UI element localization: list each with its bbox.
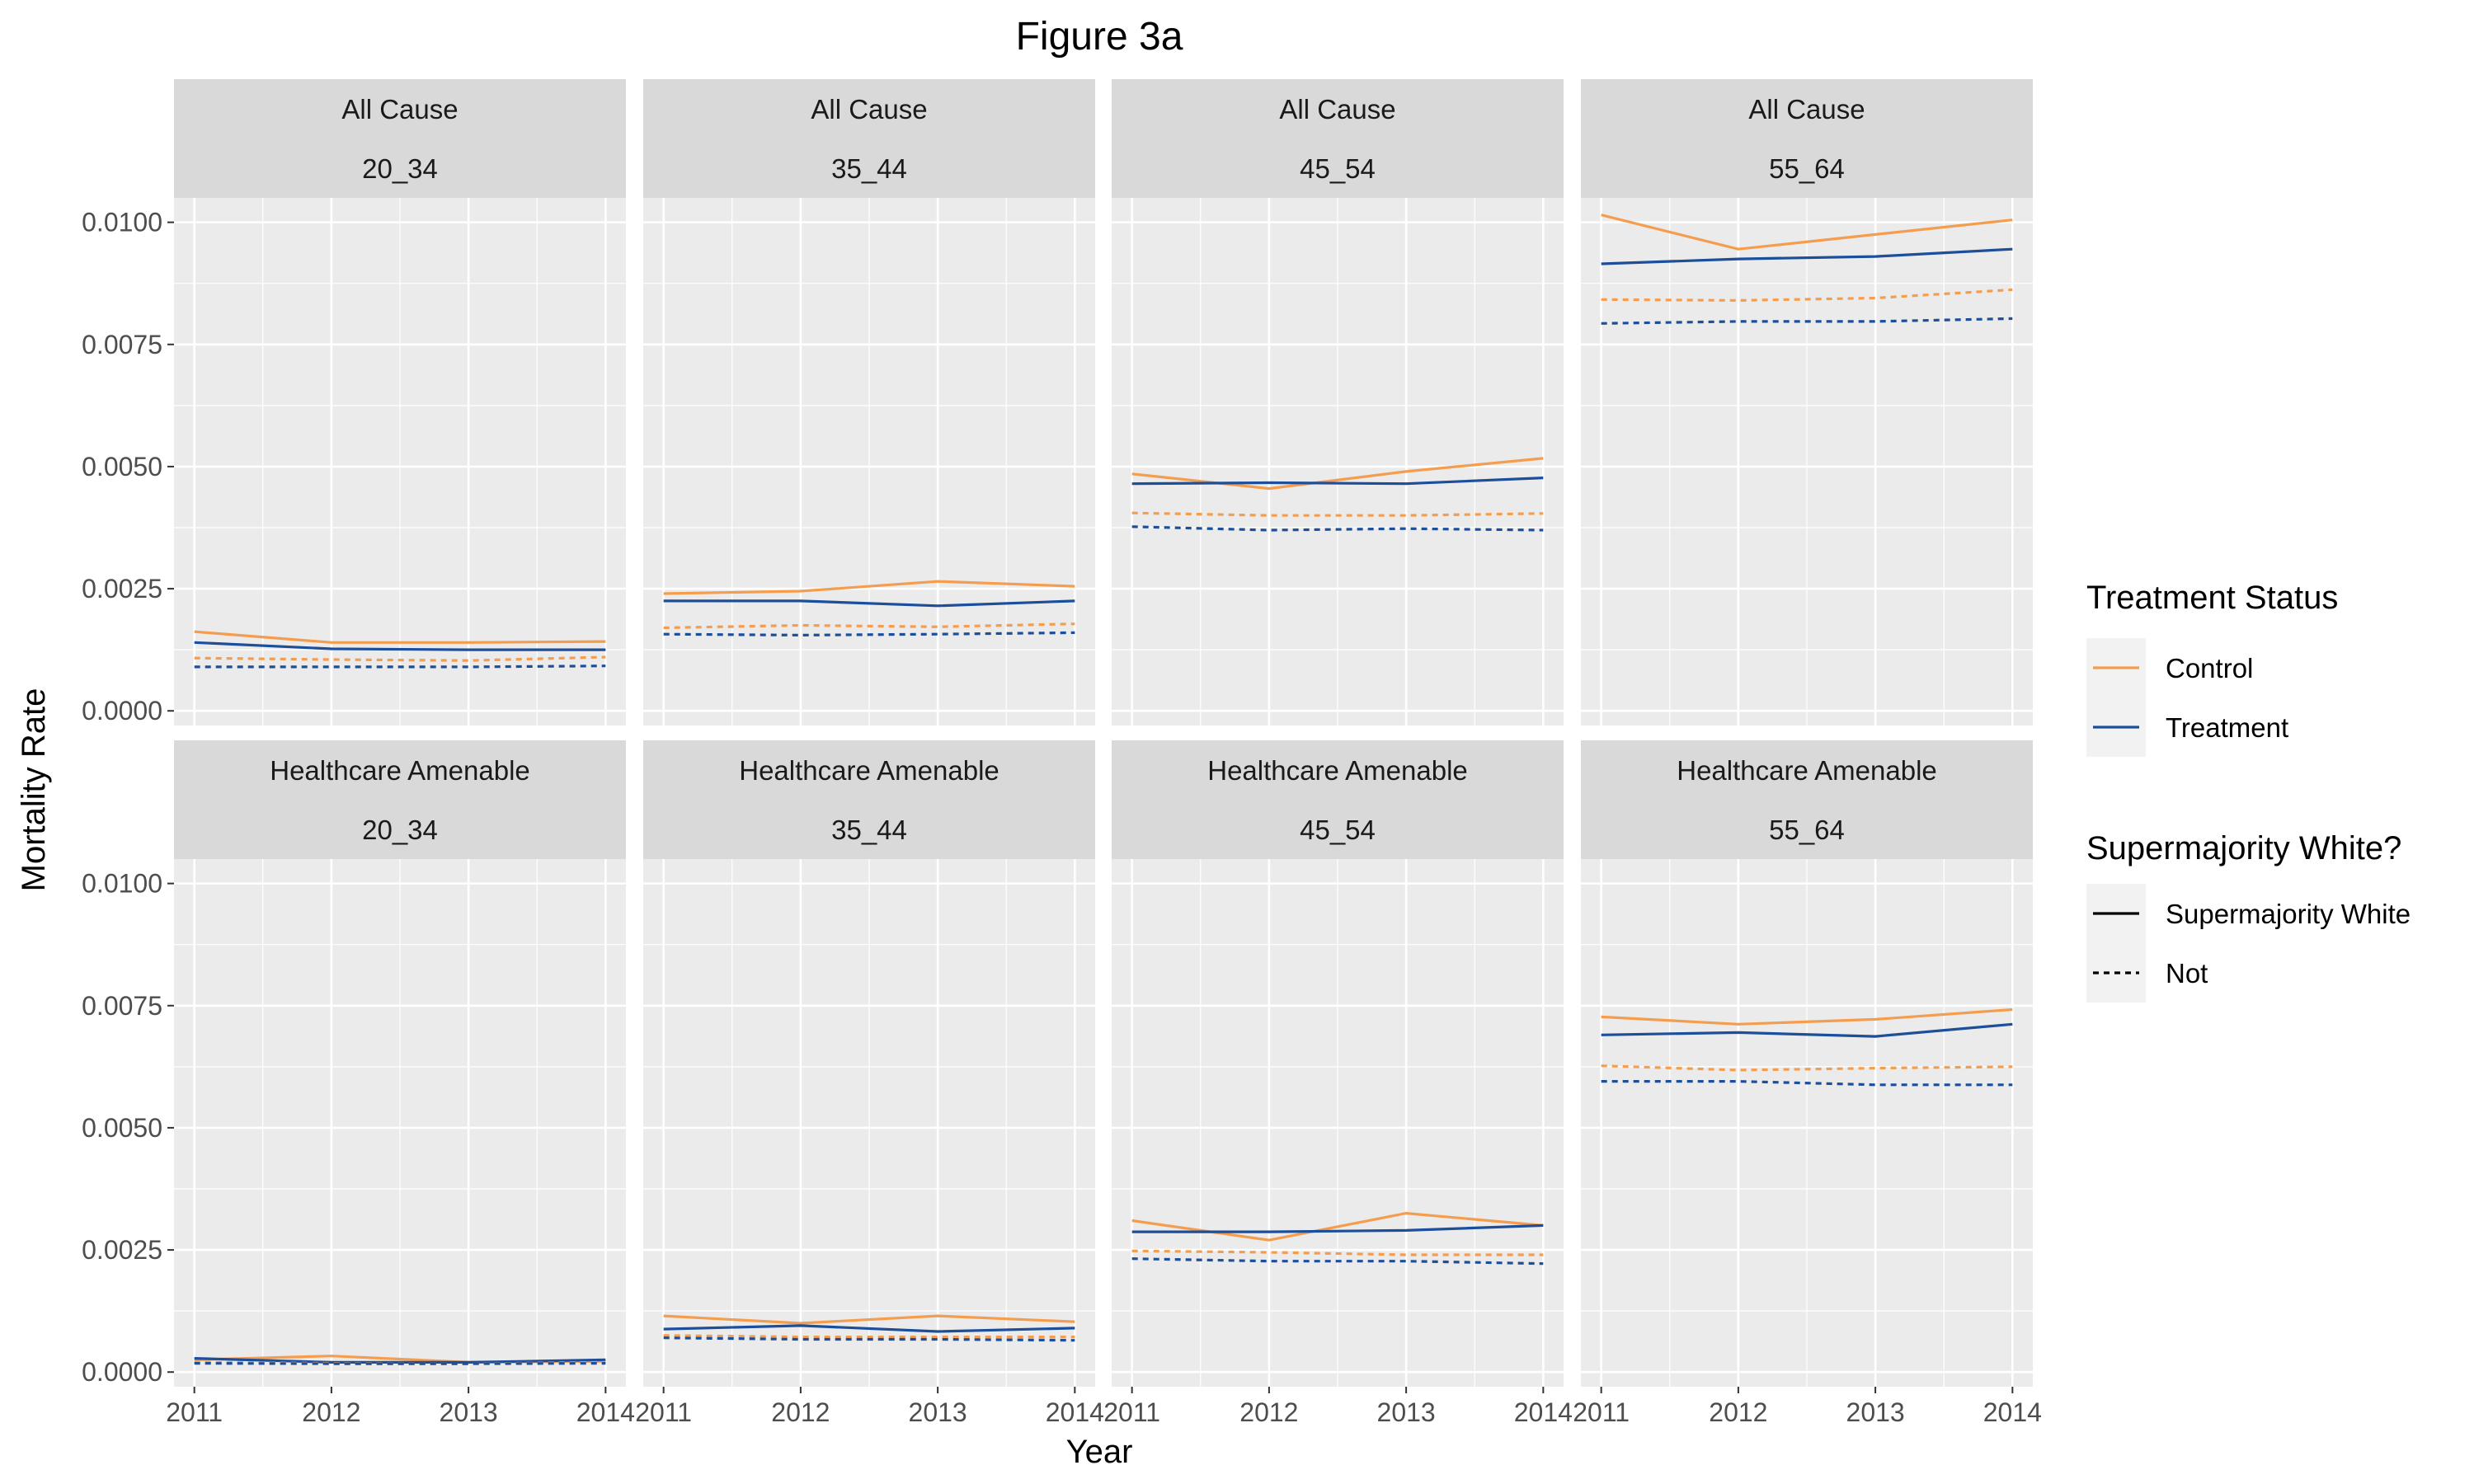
y-tick-label: 0.0000: [82, 696, 162, 726]
y-tick-label: 0.0025: [82, 574, 162, 603]
series-line: [194, 655, 606, 662]
facet-strip-age: 45_54: [1300, 815, 1376, 845]
facet-strip-age: 20_34: [362, 815, 438, 845]
legend-label: Control: [2166, 653, 2253, 683]
series-line: [1601, 247, 2013, 265]
series-line: [1601, 214, 2013, 251]
series-line: [1601, 317, 2013, 325]
x-tick-label: 2012: [1709, 1397, 1767, 1427]
series-line: [663, 622, 1075, 630]
facet-strip-cause: All Cause: [811, 94, 927, 124]
series-line: [1601, 1064, 2013, 1072]
x-tick-label: 2013: [1377, 1397, 1436, 1427]
legend-title-supermajority: Supermajority White?: [2086, 830, 2401, 866]
series-line: [1131, 1223, 1544, 1233]
series-line: [1131, 1249, 1544, 1256]
y-tick-label: 0.0075: [82, 991, 162, 1021]
x-tick-label: 2011: [1103, 1397, 1160, 1427]
facet-strip: [1112, 79, 1564, 198]
facet-panel: Healthcare Amenable 55_64: [1581, 740, 2033, 1387]
facet-strip-age: 35_44: [831, 815, 907, 845]
x-tick-label: 2012: [302, 1397, 360, 1427]
series-line: [1131, 457, 1544, 491]
legend-title-treatment: Treatment Status: [2086, 580, 2338, 616]
y-tick-label: 0.0000: [82, 1357, 162, 1387]
facet-strip-cause: All Cause: [1748, 94, 1865, 124]
facet-panel: All Cause 45_54: [1112, 79, 1564, 726]
x-tick-label: 2013: [909, 1397, 967, 1427]
facet-strip: [1581, 79, 2033, 198]
series-line: [663, 599, 1075, 608]
facet-panel: Healthcare Amenable 45_54: [1112, 740, 1564, 1387]
facet-strip: [174, 740, 626, 859]
legend: Treatment Status Control Treatment Supermaj…: [2086, 580, 2411, 1003]
y-tick-label: 0.0050: [82, 452, 162, 481]
facet-strip-age: 45_54: [1300, 153, 1376, 184]
series-line: [1131, 477, 1544, 486]
x-tick-label: 2011: [1573, 1397, 1630, 1427]
series-line: [663, 1314, 1075, 1325]
series-line: [663, 1334, 1075, 1339]
series-line: [1601, 1022, 2013, 1038]
y-tick-label: 0.0075: [82, 330, 162, 359]
series-line: [1131, 525, 1544, 532]
facet-strip: [174, 79, 626, 198]
series-line: [663, 1336, 1075, 1342]
series-line: [1131, 511, 1544, 517]
facet-strip: [643, 740, 1095, 859]
x-tick-label: 2014: [1983, 1397, 2042, 1427]
facet-strip: [1112, 740, 1564, 859]
y-tick-label: 0.0100: [82, 869, 162, 899]
facet-strip-age: 20_34: [362, 153, 438, 184]
facet-strip-cause: All Cause: [341, 94, 458, 124]
facet-panel: All Cause 55_64: [1581, 79, 2033, 726]
facet-strip-cause: Healthcare Amenable: [1677, 755, 1937, 786]
y-tick-label: 0.0050: [82, 1113, 162, 1143]
legend-label: Supermajority White: [2166, 899, 2411, 929]
facet-strip-age: 55_64: [1769, 153, 1845, 184]
series-line: [1601, 1007, 2013, 1026]
facet-panel: Healthcare Amenable 35_44: [643, 740, 1095, 1387]
x-tick-label: 2014: [1046, 1397, 1104, 1427]
x-tick-label: 2012: [1239, 1397, 1298, 1427]
facet-strip-cause: Healthcare Amenable: [739, 755, 999, 786]
x-tick-label: 2012: [771, 1397, 830, 1427]
facet-strip: [1581, 740, 2033, 859]
legend-label: Not: [2166, 958, 2208, 989]
facet-panel: Healthcare Amenable 20_34: [174, 740, 626, 1387]
facet-strip-cause: Healthcare Amenable: [270, 755, 530, 786]
series-line: [663, 580, 1075, 595]
facet-strip: [643, 79, 1095, 198]
series-line: [663, 1324, 1075, 1333]
series-line: [194, 630, 606, 644]
x-tick-label: 2011: [166, 1397, 223, 1427]
series-line: [194, 641, 606, 651]
legend-label: Treatment: [2166, 712, 2288, 743]
facet-panel: All Cause 35_44: [643, 79, 1095, 726]
series-line: [1131, 1211, 1544, 1242]
y-tick-label: 0.0100: [82, 208, 162, 237]
x-tick-label: 2013: [440, 1397, 498, 1427]
series-line: [1131, 1257, 1544, 1266]
series-line: [194, 665, 606, 669]
axes: 0.0000 0.0025 0.0050 0.0075 0.0100 0.0000 0.00…: [82, 208, 2042, 1427]
y-tick-label: 0.0025: [82, 1235, 162, 1265]
x-tick-label: 2014: [1514, 1397, 1573, 1427]
facet-strip-age: 55_64: [1769, 815, 1845, 845]
series-line: [1601, 1079, 2013, 1087]
series-line: [1601, 288, 2013, 302]
x-tick-label: 2013: [1846, 1397, 1905, 1427]
x-tick-label: 2014: [576, 1397, 635, 1427]
facet-strip-cause: Healthcare Amenable: [1207, 755, 1468, 786]
chart-title: Figure 3a: [1016, 15, 1183, 59]
facet-strip-cause: All Cause: [1279, 94, 1395, 124]
facet-panels: All Cause 20_34 All Cause 35_44 All Cause 45_…: [174, 79, 2033, 1387]
facet-strip-age: 35_44: [831, 153, 907, 184]
series-line: [663, 631, 1075, 637]
x-tick-label: 2011: [635, 1397, 692, 1427]
facet-panel: All Cause 20_34: [174, 79, 626, 726]
x-axis-title: Year: [1066, 1434, 1133, 1470]
y-axis-title: Mortality Rate: [16, 688, 52, 892]
